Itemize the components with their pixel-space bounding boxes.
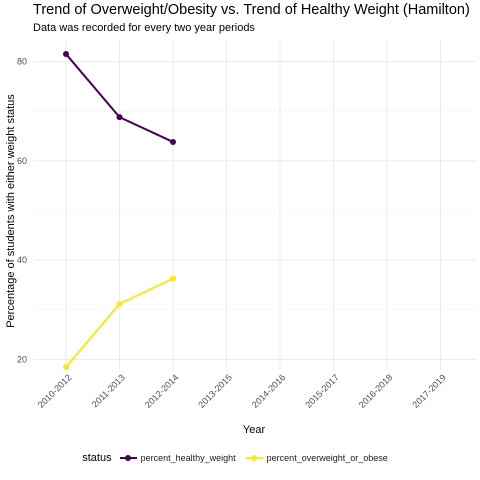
x-tick-label: 2013-2015 bbox=[196, 372, 234, 410]
x-tick-label: 2015-2017 bbox=[303, 372, 341, 410]
y-tick-label: 20 bbox=[17, 355, 27, 365]
data-point bbox=[116, 300, 123, 307]
legend-item: percent_healthy_weight bbox=[119, 453, 236, 463]
y-tick-label: 80 bbox=[17, 57, 27, 67]
x-tick-label: 2017-2019 bbox=[410, 372, 448, 410]
legend-label: percent_healthy_weight bbox=[140, 453, 236, 463]
legend-title: status bbox=[82, 452, 112, 464]
data-point bbox=[170, 138, 176, 145]
y-axis-label: Percentage of students with either weigh… bbox=[5, 94, 17, 328]
data-point bbox=[63, 51, 69, 58]
x-tick-label: 2010-2012 bbox=[36, 372, 74, 410]
y-tick-label: 40 bbox=[17, 255, 27, 265]
legend-item: percent_overweight_or_obese bbox=[245, 453, 388, 463]
x-tick-label: 2012-2014 bbox=[143, 372, 181, 410]
x-tick-label: 2011-2013 bbox=[90, 372, 127, 409]
x-tick-label: 2016-2018 bbox=[357, 372, 395, 410]
legend-key bbox=[119, 453, 137, 463]
chart-title: Trend of Overweight/Obesity vs. Trend of… bbox=[33, 2, 470, 18]
legend: status percent_healthy_weight percent_ove… bbox=[0, 452, 480, 464]
chart-subtitle: Data was recorded for every two year per… bbox=[33, 22, 255, 34]
data-point bbox=[116, 114, 123, 121]
data-point bbox=[63, 363, 69, 370]
data-point bbox=[170, 275, 176, 282]
line-chart: 20 40 60 80 2010-2012 2011-2013 2012-2014 2013-… bbox=[5, 40, 476, 436]
x-axis-label: Year bbox=[243, 424, 266, 436]
x-tick-label: 2014-2016 bbox=[250, 372, 288, 410]
legend-key bbox=[245, 453, 263, 463]
legend-label: percent_overweight_or_obese bbox=[266, 453, 388, 463]
y-tick-label: 60 bbox=[17, 156, 27, 166]
